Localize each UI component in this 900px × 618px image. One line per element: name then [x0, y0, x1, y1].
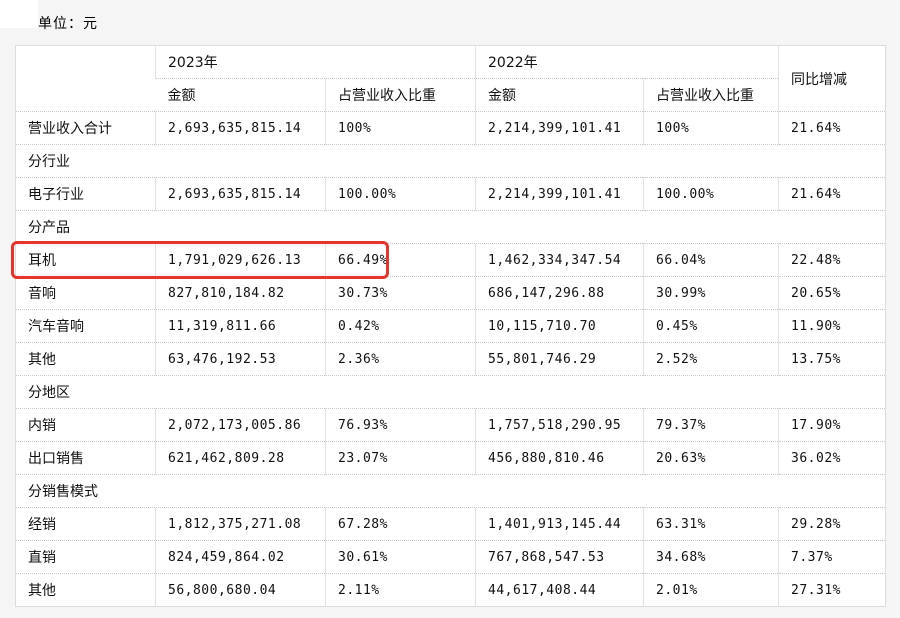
ratio-2022-cell: 63.31% — [643, 507, 779, 541]
section-label: 分产品 — [15, 210, 886, 244]
amount-2022-cell: 2,214,399,101.41 — [475, 111, 644, 145]
amount-2023-cell: 63,476,192.53 — [155, 342, 326, 376]
ratio-2022-cell: 30.99% — [643, 276, 779, 310]
ratio-2023-cell: 66.49% — [324, 243, 476, 277]
amount-2022-cell: 456,880,810.46 — [475, 441, 644, 475]
yoy-cell: 22.48% — [778, 243, 886, 277]
row-label: 出口销售 — [15, 441, 156, 475]
section-row: 分销售模式 — [15, 474, 886, 508]
yoy-cell: 27.31% — [778, 573, 886, 607]
row-label: 内销 — [15, 408, 156, 442]
amount-2022-cell: 44,617,408.44 — [475, 573, 644, 607]
page-corner-patch — [0, 0, 38, 28]
yoy-header: 同比增减 — [778, 45, 886, 112]
amount-2023-cell: 2,072,173,005.86 — [155, 408, 326, 442]
table-row: 营业收入合计 2,693,635,815.14 100% 2,214,399,101.… — [15, 111, 886, 145]
ratio-2022-cell: 2.01% — [643, 573, 779, 607]
amount-2023-cell: 827,810,184.82 — [155, 276, 326, 310]
amount-2023-cell: 56,800,680.04 — [155, 573, 326, 607]
amount-2022-cell: 1,757,518,290.95 — [475, 408, 644, 442]
row-label: 其他 — [15, 342, 156, 376]
amount-2023-cell: 11,319,811.66 — [155, 309, 326, 343]
row-label: 营业收入合计 — [15, 111, 156, 145]
year-2023-header: 2023年 — [154, 45, 476, 79]
table-row: 其他 56,800,680.04 2.11% 44,617,408.44 2.01% 27… — [15, 573, 886, 607]
amount-2022-cell: 767,868,547.53 — [475, 540, 644, 574]
ratio-2022-cell: 100% — [643, 111, 779, 145]
ratio-2023-cell: 100.00% — [324, 177, 476, 211]
table-row: 汽车音响 11,319,811.66 0.42% 10,115,710.70 0.45%… — [15, 309, 886, 343]
section-label: 分地区 — [15, 375, 886, 409]
table-row-highlighted: 耳机 1,791,029,626.13 66.49% 1,462,334,347.54… — [15, 243, 886, 277]
ratio-2023-cell: 2.36% — [324, 342, 476, 376]
ratio-2023-cell: 0.42% — [324, 309, 476, 343]
header-row-metrics: 金额 占营业收入比重 金额 占营业收入比重 — [16, 78, 886, 112]
ratio-2022-cell: 66.04% — [643, 243, 779, 277]
amount-2023-header: 金额 — [155, 78, 326, 112]
ratio-2023-cell: 2.11% — [324, 573, 476, 607]
revenue-breakdown-table: 2023年 2022年 同比增减 金额 占营业收入比重 金额 占营业收入比重 营… — [15, 45, 887, 607]
section-label: 分行业 — [15, 144, 886, 178]
section-row: 分产品 — [15, 210, 886, 244]
amount-2023-cell: 824,459,864.02 — [155, 540, 326, 574]
corner-blank-cell — [16, 46, 156, 112]
yoy-cell: 13.75% — [778, 342, 886, 376]
amount-2022-cell: 1,401,913,145.44 — [475, 507, 644, 541]
row-label: 直销 — [15, 540, 156, 574]
amount-2022-cell: 55,801,746.29 — [475, 342, 644, 376]
amount-2023-cell: 2,693,635,815.14 — [155, 177, 326, 211]
ratio-2022-cell: 0.45% — [643, 309, 779, 343]
year-2022-header: 2022年 — [475, 45, 779, 79]
amount-2023-cell: 1,791,029,626.13 — [155, 243, 326, 277]
ratio-2023-cell: 30.61% — [324, 540, 476, 574]
yoy-cell: 11.90% — [778, 309, 886, 343]
ratio-2022-cell: 2.52% — [643, 342, 779, 376]
table-row: 直销 824,459,864.02 30.61% 767,868,547.53 34.6… — [15, 540, 886, 574]
ratio-2023-cell: 67.28% — [324, 507, 476, 541]
ratio-2023-cell: 30.73% — [324, 276, 476, 310]
row-label: 经销 — [15, 507, 156, 541]
ratio-2022-cell: 100.00% — [643, 177, 779, 211]
yoy-cell: 21.64% — [778, 111, 886, 145]
header-row-years: 2023年 2022年 同比增减 — [16, 45, 886, 112]
section-row: 分行业 — [15, 144, 886, 178]
amount-2022-cell: 1,462,334,347.54 — [475, 243, 644, 277]
ratio-2023-header: 占营业收入比重 — [324, 78, 476, 112]
yoy-cell: 29.28% — [778, 507, 886, 541]
row-label: 电子行业 — [15, 177, 156, 211]
table-row: 经销 1,812,375,271.08 67.28% 1,401,913,145.44… — [15, 507, 886, 541]
yoy-cell: 17.90% — [778, 408, 886, 442]
yoy-cell: 21.64% — [778, 177, 886, 211]
yoy-cell: 36.02% — [778, 441, 886, 475]
table-row: 音响 827,810,184.82 30.73% 686,147,296.88 30.9… — [15, 276, 886, 310]
ratio-2023-cell: 100% — [324, 111, 476, 145]
ratio-2022-cell: 34.68% — [643, 540, 779, 574]
amount-2022-cell: 10,115,710.70 — [475, 309, 644, 343]
amount-2022-cell: 686,147,296.88 — [475, 276, 644, 310]
section-row: 分地区 — [15, 375, 886, 409]
yoy-cell: 7.37% — [778, 540, 886, 574]
ratio-2023-cell: 23.07% — [324, 441, 476, 475]
table-row: 其他 63,476,192.53 2.36% 55,801,746.29 2.52% 13… — [15, 342, 886, 376]
table-row: 电子行业 2,693,635,815.14 100.00% 2,214,399,101… — [15, 177, 886, 211]
row-label: 汽车音响 — [15, 309, 156, 343]
row-label: 音响 — [15, 276, 156, 310]
row-label: 其他 — [15, 573, 156, 607]
ratio-2023-cell: 76.93% — [324, 408, 476, 442]
table-row: 出口销售 621,462,809.28 23.07% 456,880,810.46 20… — [15, 441, 886, 475]
ratio-2022-cell: 20.63% — [643, 441, 779, 475]
unit-label: 单位：元 — [38, 16, 98, 32]
amount-2023-cell: 2,693,635,815.14 — [155, 111, 326, 145]
revenue-table-wrap: 2023年 2022年 同比增减 金额 占营业收入比重 金额 占营业收入比重 营… — [15, 45, 887, 607]
amount-2023-cell: 621,462,809.28 — [155, 441, 326, 475]
amount-2022-cell: 2,214,399,101.41 — [475, 177, 644, 211]
section-label: 分销售模式 — [15, 474, 886, 508]
amount-2023-cell: 1,812,375,271.08 — [155, 507, 326, 541]
table-row: 内销 2,072,173,005.86 76.93% 1,757,518,290.95… — [15, 408, 886, 442]
yoy-cell: 20.65% — [778, 276, 886, 310]
amount-2022-header: 金额 — [475, 78, 644, 112]
row-label: 耳机 — [15, 243, 156, 277]
ratio-2022-cell: 79.37% — [643, 408, 779, 442]
ratio-2022-header: 占营业收入比重 — [643, 78, 779, 112]
